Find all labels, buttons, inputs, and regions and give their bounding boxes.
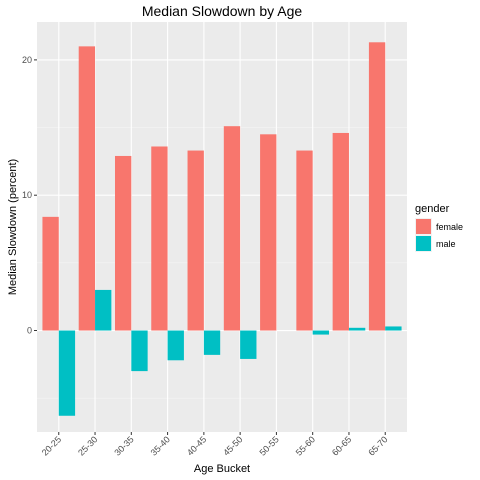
x-axis-title: Age Bucket bbox=[194, 463, 250, 475]
x-tick-label: 35-40 bbox=[149, 434, 172, 457]
x-tick-label: 30-35 bbox=[112, 434, 135, 457]
bar-male-55-60 bbox=[312, 330, 330, 335]
legend-key-female bbox=[416, 219, 431, 234]
legend-title: gender bbox=[415, 203, 450, 215]
x-tick-label: 45-50 bbox=[221, 434, 244, 457]
y-axis: 0 10 20 bbox=[22, 55, 37, 336]
chart-title: Median Slowdown by Age bbox=[142, 3, 303, 19]
bar-male-25-30 bbox=[95, 289, 112, 331]
bar-male-40-45 bbox=[203, 330, 221, 355]
bar-female-30-35 bbox=[114, 155, 132, 331]
bar-female-20-25 bbox=[42, 216, 59, 331]
bar-male-20-25 bbox=[58, 330, 76, 416]
bar-female-60-65 bbox=[332, 132, 349, 331]
bar-female-40-45 bbox=[187, 150, 204, 331]
bar-female-50-55 bbox=[260, 134, 277, 331]
legend: gender female male bbox=[415, 203, 463, 252]
x-tick-label: 25-30 bbox=[76, 434, 99, 457]
x-axis: 20-25 25-30 30-35 35-40 40-45 45-50 50-55 55-60… bbox=[40, 432, 390, 458]
y-tick-label: 0 bbox=[27, 326, 32, 336]
legend-label-female: female bbox=[436, 222, 463, 232]
bar-male-45-50 bbox=[240, 330, 257, 359]
bar-female-45-50 bbox=[223, 126, 241, 331]
bar-female-65-70 bbox=[368, 42, 386, 331]
y-tick-label: 20 bbox=[22, 55, 32, 65]
bar-male-35-40 bbox=[167, 330, 184, 361]
legend-label-male: male bbox=[436, 239, 456, 249]
bar-male-65-70 bbox=[385, 326, 402, 331]
bars bbox=[42, 42, 402, 416]
y-tick-label: 10 bbox=[22, 190, 32, 200]
x-tick-label: 20-25 bbox=[40, 434, 63, 457]
y-axis-title: Median Slowdown (percent) bbox=[7, 159, 19, 295]
x-tick-label: 50-55 bbox=[257, 434, 280, 457]
bar-female-25-30 bbox=[78, 46, 96, 331]
bar-male-30-35 bbox=[131, 330, 148, 372]
x-tick-label: 65-70 bbox=[366, 434, 389, 457]
x-tick-label: 40-45 bbox=[185, 434, 208, 457]
x-tick-label: 60-65 bbox=[330, 434, 353, 457]
bar-female-35-40 bbox=[151, 146, 168, 331]
bar-female-55-60 bbox=[296, 150, 313, 331]
legend-key-male bbox=[416, 236, 431, 251]
bar-male-60-65 bbox=[348, 327, 366, 331]
x-tick-label: 55-60 bbox=[294, 434, 317, 457]
